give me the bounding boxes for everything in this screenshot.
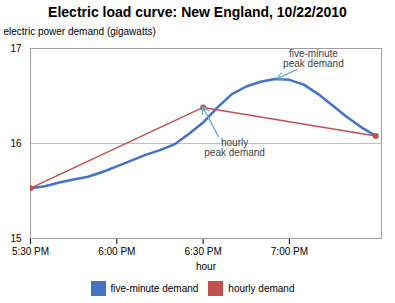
svg-text:15: 15	[10, 233, 22, 244]
html-text:Electric load curve: New Engla: Electric load curve: New England, 10/22/…	[48, 4, 347, 20]
svg-text:hour: hour	[196, 261, 217, 272]
svg-text:6:30 PM: 6:30 PM	[184, 246, 221, 257]
svg-text:17: 17	[10, 43, 22, 54]
svg-text:16: 16	[10, 138, 22, 149]
svg-text:5:30 PM: 5:30 PM	[12, 246, 49, 257]
html-text:hourly demand: hourly demand	[228, 283, 295, 294]
svg-text:electric power demand (gigawat: electric power demand (gigawatts)	[4, 26, 156, 37]
svg-text:hourlypeak demand: hourlypeak demand	[204, 137, 265, 158]
html-text:five-minute demand: five-minute demand	[110, 283, 199, 294]
svg-text:7:00 PM: 7:00 PM	[271, 246, 308, 257]
svg-text:five-minutepeak demand: five-minutepeak demand	[283, 48, 344, 69]
svg-text:6:00 PM: 6:00 PM	[98, 246, 135, 257]
